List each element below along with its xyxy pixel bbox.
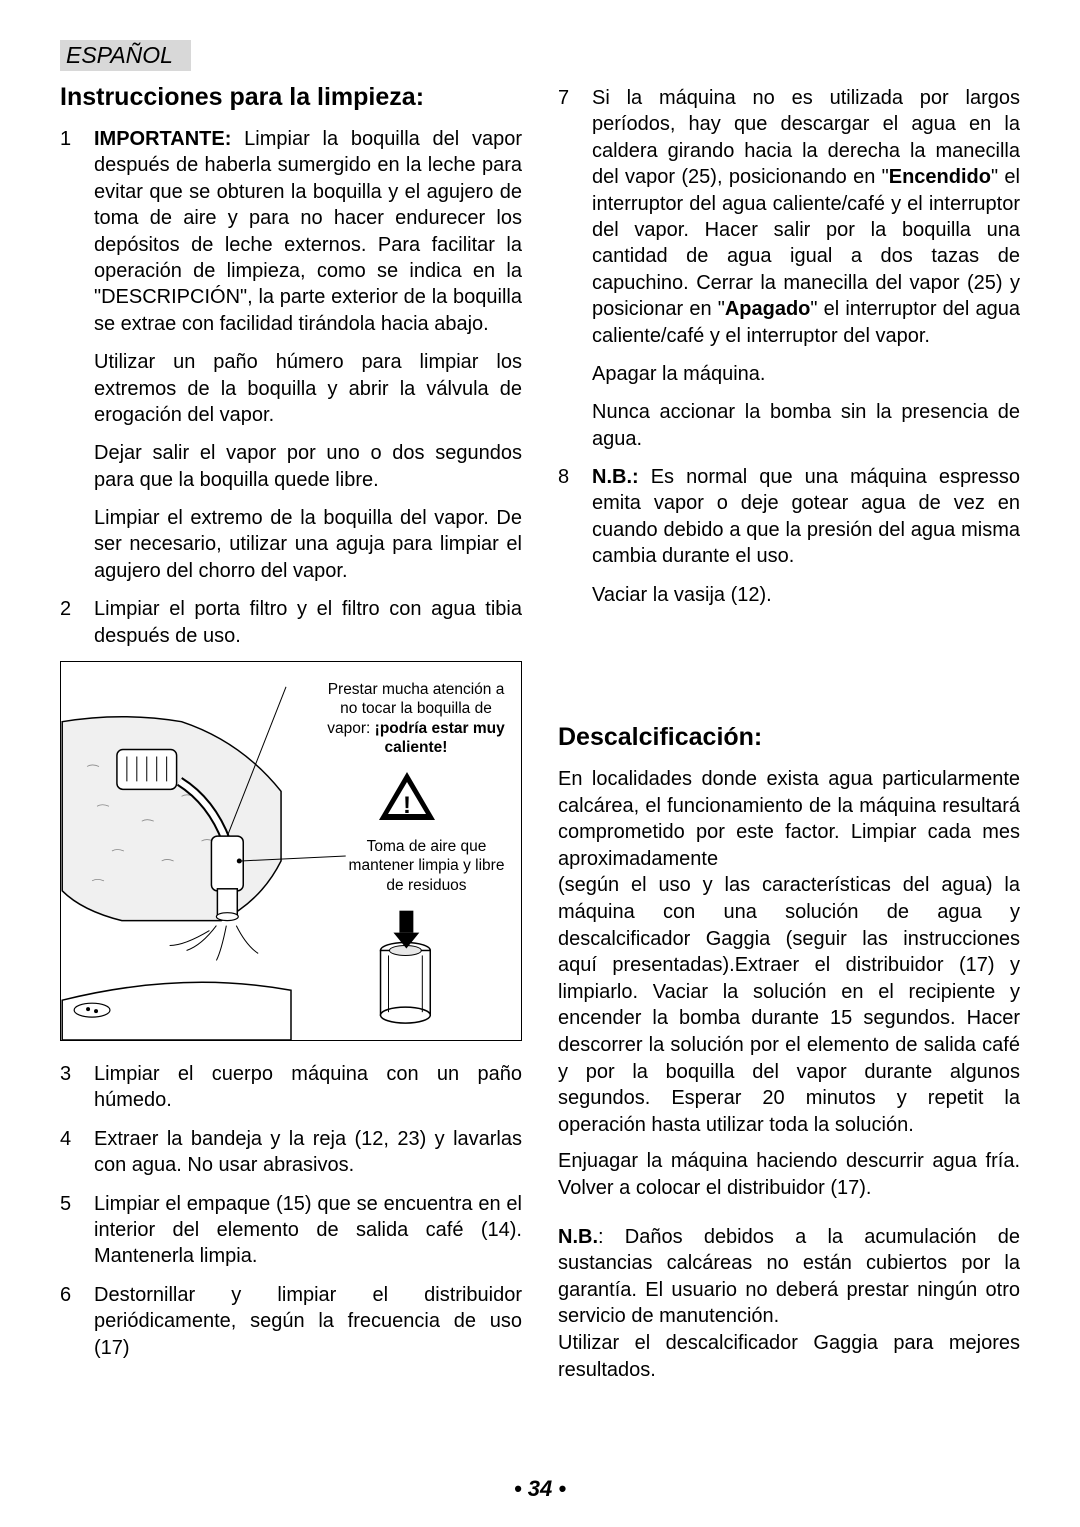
item-text: Destornillar y limpiar el distribuidor p… — [94, 1282, 522, 1361]
cleaning-item-4: 4 Extraer la bandeja y la reja (12, 23) … — [60, 1126, 522, 1179]
item-text: Limpiar el cuerpo máquina con un paño hú… — [94, 1061, 522, 1114]
sub-paragraph: Dejar salir el vapor por uno o dos segun… — [94, 440, 522, 493]
nb-paragraph-2: Utilizar el descalcificador Gaggia para … — [558, 1330, 1020, 1383]
item-text: Si la máquina no es utilizada por largos… — [592, 85, 1020, 349]
bold-apagado: Apagado — [725, 298, 811, 320]
item-text: Limpiar el porta filtro y el filtro con … — [94, 596, 522, 649]
left-column: Instrucciones para la limpieza: 1 IMPORT… — [60, 79, 522, 1393]
page-number: • 34 • — [0, 1476, 1080, 1502]
nb-paragraph: N.B.: Daños debidos a la acumulación de … — [558, 1224, 1020, 1330]
right-column: 7 Si la máquina no es utilizada por larg… — [558, 79, 1020, 1393]
cleaning-item-7: 7 Si la máquina no es utilizada por larg… — [558, 85, 1020, 349]
sub-paragraph: Vaciar la vasija (12). — [592, 582, 1020, 608]
sub-paragraph: Apagar la máquina. — [592, 361, 1020, 387]
cleaning-item-2: 2 Limpiar el porta filtro y el filtro co… — [60, 596, 522, 649]
item-number: 6 — [60, 1282, 82, 1361]
callout-air-intake: Toma de aire que mantener limpia y libre… — [339, 837, 514, 895]
language-tag: ESPAÑOL — [60, 40, 191, 71]
descale-heading: Descalcificación: — [558, 723, 1020, 752]
item-number: 1 — [60, 126, 82, 337]
cleaning-heading: Instrucciones para la limpieza: — [60, 83, 522, 112]
cleaning-item-3: 3 Limpiar el cuerpo máquina con un paño … — [60, 1061, 522, 1114]
item-text: IMPORTANTE: Limpiar la boquilla del vapo… — [94, 126, 522, 337]
nb-body: : Daños debidos a la acumulación de sust… — [558, 1226, 1020, 1328]
item-text: Extraer la bandeja y la reja (12, 23) y … — [94, 1126, 522, 1179]
item-number: 5 — [60, 1191, 82, 1270]
cleaning-item-6: 6 Destornillar y limpiar el distribuidor… — [60, 1282, 522, 1361]
item-body: Limpiar la boquilla del vapor después de… — [94, 128, 522, 335]
bold-encendido: Encendido — [889, 166, 991, 188]
descale-paragraph: En localidades donde exista agua particu… — [558, 766, 1020, 872]
descale-paragraph: Enjuagar la máquina haciendo descurrir a… — [558, 1148, 1020, 1201]
callout-bold: ¡podría estar muy caliente! — [375, 720, 505, 756]
item-number: 4 — [60, 1126, 82, 1179]
item-number: 3 — [60, 1061, 82, 1114]
nb-label: N.B. — [558, 1226, 598, 1248]
item-body: Es normal que una máquina espresso emita… — [592, 466, 1020, 567]
sub-paragraph: Utilizar un paño húmero para limpiar los… — [94, 349, 522, 428]
item-text: N.B.: Es normal que una máquina espresso… — [592, 464, 1020, 570]
nb-label: N.B.: — [592, 466, 639, 488]
important-label: IMPORTANTE: — [94, 128, 231, 150]
item-text: Limpiar el empaque (15) que se encuentra… — [94, 1191, 522, 1270]
item-number: 8 — [558, 464, 580, 570]
callout-hot-warning: Prestar mucha atención a no tocar la boq… — [321, 680, 511, 758]
descale-paragraph: (según el uso y las características del … — [558, 872, 1020, 1138]
warning-icon: ! — [379, 772, 435, 820]
item-number: 2 — [60, 596, 82, 649]
cleaning-item-8: 8 N.B.: Es normal que una máquina espres… — [558, 464, 1020, 570]
item-number: 7 — [558, 85, 580, 349]
sub-paragraph: Limpiar el extremo de la boquilla del va… — [94, 505, 522, 584]
cleaning-item-5: 5 Limpiar el empaque (15) que se encuent… — [60, 1191, 522, 1270]
steam-nozzle-diagram: Prestar mucha atención a no tocar la boq… — [60, 661, 522, 1041]
cleaning-item-1: 1 IMPORTANTE: Limpiar la boquilla del va… — [60, 126, 522, 337]
sub-paragraph: Nunca accionar la bomba sin la presencia… — [592, 399, 1020, 452]
content-columns: Instrucciones para la limpieza: 1 IMPORT… — [60, 79, 1020, 1393]
